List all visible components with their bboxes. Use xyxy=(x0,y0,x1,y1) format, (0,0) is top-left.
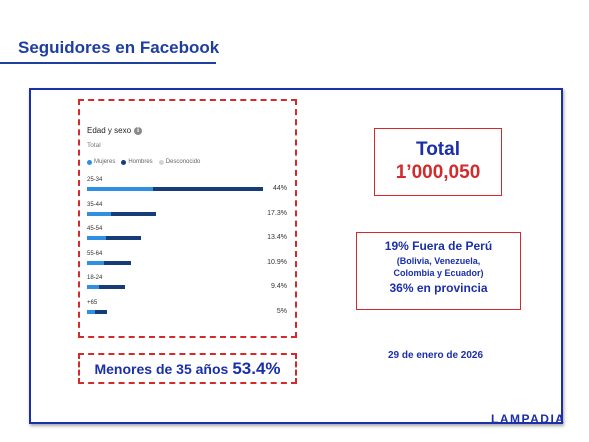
bar-hombres-25-34 xyxy=(153,187,263,191)
total-value: 1’000,050 xyxy=(395,162,481,183)
age-group-label-+65: +65 xyxy=(87,299,98,306)
geo-box: 19% Fuera de Perú (Bolivia, Venezuela, C… xyxy=(356,232,521,310)
bar-hombres-35-44 xyxy=(111,211,157,216)
age-group-label-45-54: 45-54 xyxy=(87,226,103,232)
bar-total-label-25-34: 44% xyxy=(272,185,287,192)
info-icon[interactable]: i xyxy=(134,126,143,135)
legend-dot-mujeres xyxy=(87,159,92,165)
legend-desconocido: Desconocido xyxy=(158,159,201,165)
slide-title: Seguidores en Facebook xyxy=(18,38,220,57)
bar-mujeres-45-54 xyxy=(87,236,107,240)
bar-total-label-18-24: 9.4% xyxy=(271,283,287,290)
legend-label-hombres: Hombres xyxy=(128,159,153,165)
chart-title: Edad y sexo xyxy=(87,126,132,135)
chart-legend: Mujeres Hombres Desconocido xyxy=(87,159,200,165)
bar-total-label-35-44: 17.3% xyxy=(267,209,287,217)
geo-countries-1: (Bolivia, Venezuela, xyxy=(396,256,481,266)
brand-logo: LAMPADIA xyxy=(491,412,566,426)
bar-total-label-45-54: 13.4% xyxy=(267,234,287,241)
chart-heading: Edad y sexo i xyxy=(87,126,143,135)
bar-mujeres-18-24 xyxy=(87,285,100,289)
legend-label-desconocido: Desconocido xyxy=(165,159,201,165)
bar-hombres-+65 xyxy=(95,309,107,314)
geo-outside-peru: 19% Fuera de Perú xyxy=(384,239,493,253)
bar-hombres-55-64 xyxy=(103,260,131,265)
bar-mujeres-35-44 xyxy=(87,211,111,216)
age-sex-chart: Edad y sexo i Total Mujeres Hombres Desc… xyxy=(78,99,297,338)
total-box: Total 1’000,050 xyxy=(374,128,502,196)
age-group-label-35-44: 35-44 xyxy=(87,201,103,208)
legend-mujeres: Mujeres xyxy=(87,159,115,165)
geo-countries-2: Colombia y Ecuador) xyxy=(393,268,484,278)
bar-mujeres-55-64 xyxy=(87,260,104,265)
bar-mujeres-+65 xyxy=(87,309,95,314)
bar-hombres-18-24 xyxy=(99,285,125,289)
age-group-label-55-64: 55-64 xyxy=(87,250,103,257)
under-35-label: Menores de 35 años xyxy=(94,360,229,377)
under-35-box: Menores de 35 años 53.4% xyxy=(78,353,297,384)
legend-hombres: Hombres xyxy=(121,159,153,165)
bar-mujeres-25-34 xyxy=(87,187,153,191)
bar-total-label-55-64: 10.9% xyxy=(267,258,287,266)
chart-subtitle: Total xyxy=(87,142,101,149)
under-35-value: 53.4% xyxy=(232,358,281,378)
total-label: Total xyxy=(416,139,460,160)
age-group-label-25-34: 25-34 xyxy=(87,177,103,183)
age-group-label-18-24: 18-24 xyxy=(87,275,103,281)
date-label: 29 de enero de 2026 xyxy=(388,350,484,361)
geo-province: 36% en provincia xyxy=(389,281,488,295)
legend-dot-desconocido xyxy=(158,159,164,165)
title-underline xyxy=(0,62,216,64)
legend-label-mujeres: Mujeres xyxy=(94,159,116,165)
legend-dot-hombres xyxy=(121,159,127,165)
bar-hombres-45-54 xyxy=(106,236,141,240)
bar-total-label-+65: 5% xyxy=(276,307,287,315)
